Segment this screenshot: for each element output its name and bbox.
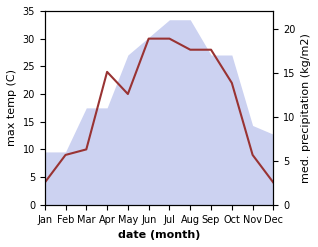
X-axis label: date (month): date (month) <box>118 230 200 240</box>
Y-axis label: max temp (C): max temp (C) <box>7 69 17 146</box>
Y-axis label: med. precipitation (kg/m2): med. precipitation (kg/m2) <box>301 33 311 183</box>
